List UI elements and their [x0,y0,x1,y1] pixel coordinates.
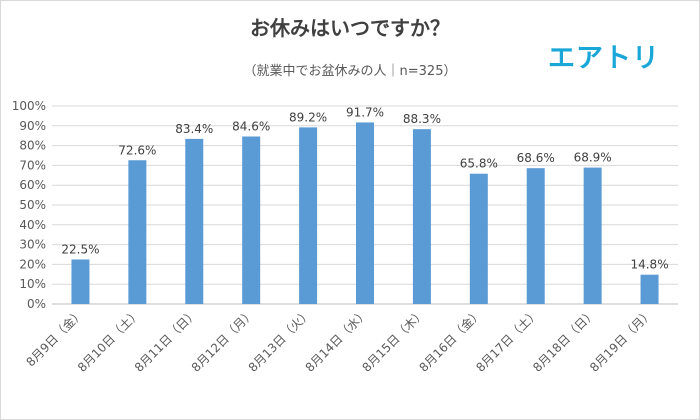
data-label: 68.6% [517,151,555,165]
y-tick-label: 90% [19,119,46,133]
data-label: 72.6% [118,143,156,157]
y-tick-label: 50% [19,198,46,212]
y-tick-label: 20% [19,257,46,271]
bar [412,129,431,304]
y-tick-label: 10% [19,277,46,291]
bar [640,274,659,304]
brand-logo: エアトリ [548,43,660,74]
bar [469,173,488,304]
bar [526,168,545,304]
data-label: 83.4% [175,122,213,136]
bar [356,122,374,305]
y-tick-label: 100% [12,99,46,113]
bar [71,259,90,304]
data-label: 14.8% [630,258,668,272]
bar [242,136,261,304]
data-label: 89.2% [289,110,327,124]
bar [299,127,318,304]
x-tick-label: 8月9日（金） [23,306,87,370]
data-label: 22.5% [61,242,99,256]
bar [128,160,147,304]
bar [185,138,204,304]
data-label: 65.8% [460,157,498,171]
y-tick-label: 60% [19,178,46,192]
y-tick-label: 40% [19,218,46,232]
y-tick-label: 80% [19,139,46,153]
chart-title: お休みはいつですか？ [250,16,450,40]
data-label: 91.7% [346,105,384,119]
y-tick-label: 0% [27,297,46,311]
chart-subtitle: （就業中でお盆休みの人｜n=325） [243,64,457,79]
data-label: 88.3% [403,112,441,126]
y-tick-label: 70% [19,158,46,172]
data-label: 84.6% [232,119,270,133]
y-tick-label: 30% [19,238,46,252]
bar [583,167,602,304]
data-label: 68.9% [574,151,612,165]
